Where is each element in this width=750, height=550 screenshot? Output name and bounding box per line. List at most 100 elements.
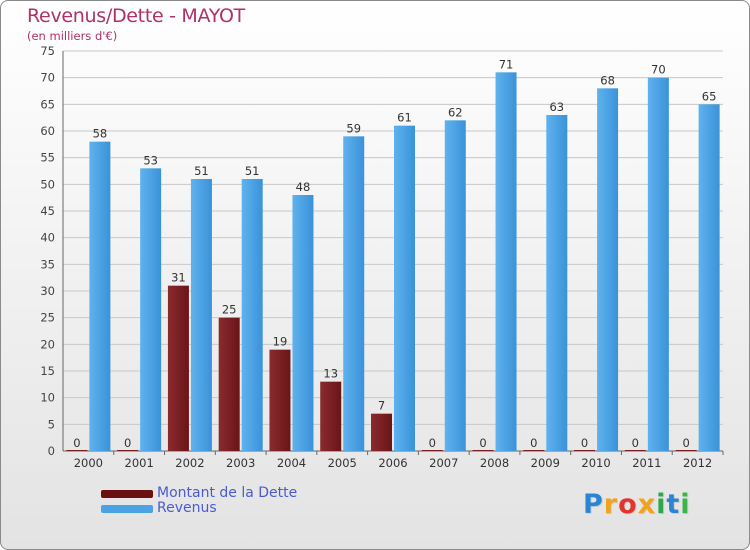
bar-dette (320, 381, 342, 451)
bar-dette (371, 413, 392, 451)
x-tick-label: 2005 (328, 456, 357, 470)
x-tick-label: 2001 (125, 456, 154, 470)
bar-dette (269, 349, 291, 451)
data-label-revenus: 51 (245, 164, 260, 178)
data-label-dette: 31 (171, 271, 186, 285)
y-tick-label: 60 (40, 124, 55, 138)
bar-dette (472, 450, 494, 451)
y-tick-label: 0 (48, 444, 55, 458)
legend-swatch-revenus (101, 505, 153, 513)
data-label-revenus: 68 (600, 73, 615, 87)
y-tick-label: 45 (40, 204, 55, 218)
y-tick-label: 25 (40, 311, 55, 325)
bar-revenus (190, 179, 212, 451)
data-label-dette: 13 (323, 367, 338, 381)
data-label-dette: 0 (73, 436, 80, 450)
x-tick-label: 2006 (378, 456, 407, 470)
bar-revenus (495, 72, 517, 451)
x-tick-label: 2003 (226, 456, 255, 470)
data-label-dette: 0 (581, 436, 588, 450)
y-tick-label: 55 (40, 151, 55, 165)
bar-revenus (292, 195, 314, 451)
logo-letter: x (637, 489, 657, 520)
x-tick-label: 2012 (683, 456, 712, 470)
y-tick-label: 40 (40, 231, 55, 245)
data-label-revenus: 51 (194, 164, 209, 178)
x-tick-label: 2010 (581, 456, 610, 470)
bar-dette (218, 317, 240, 451)
legend-item-revenus: Revenus (101, 500, 361, 517)
bar-dette (523, 450, 545, 451)
data-label-revenus: 70 (651, 63, 666, 77)
bar-dette (675, 450, 697, 451)
legend-label-revenus: Revenus (157, 500, 217, 516)
data-label-revenus: 65 (702, 89, 717, 103)
data-label-dette: 7 (378, 399, 385, 413)
bar-dette (167, 285, 189, 451)
data-label-dette: 25 (222, 303, 237, 317)
data-label-revenus: 62 (448, 105, 463, 119)
data-label-revenus: 71 (499, 57, 514, 71)
data-label-dette: 0 (682, 436, 689, 450)
logo-letter: i (680, 489, 691, 520)
chart-title: Revenus/Dette - MAYOT (27, 5, 245, 27)
bar-dette (574, 450, 596, 451)
y-tick-label: 5 (48, 417, 55, 431)
y-tick-label: 35 (40, 257, 55, 271)
bar-dette (117, 450, 139, 451)
bar-revenus (444, 120, 466, 451)
data-label-revenus: 61 (397, 111, 412, 125)
bar-revenus (343, 136, 365, 452)
x-tick-label: 2011 (632, 456, 661, 470)
data-label-revenus: 63 (549, 100, 564, 114)
bar-revenus (597, 88, 619, 451)
logo-letter: t (666, 489, 681, 520)
logo-letter: o (618, 489, 638, 520)
y-tick-label: 50 (40, 177, 55, 191)
data-label-revenus: 53 (143, 153, 158, 167)
data-label-dette: 0 (632, 436, 639, 450)
data-label-revenus: 59 (346, 121, 361, 135)
bar-dette (66, 450, 88, 451)
bar-revenus (140, 168, 162, 452)
x-tick-label: 2002 (175, 456, 204, 470)
bar-revenus (698, 104, 720, 451)
data-label-dette: 0 (429, 436, 436, 450)
y-tick-label: 75 (40, 44, 55, 58)
logo-letter: r (603, 489, 619, 520)
data-label-dette: 0 (124, 436, 131, 450)
legend-label-debt: Montant de la Dette (157, 485, 298, 501)
y-tick-label: 20 (40, 337, 55, 351)
y-tick-label: 30 (40, 284, 55, 298)
data-label-revenus: 58 (93, 127, 108, 141)
y-tick-label: 15 (40, 364, 55, 378)
proxiti-logo: Proxiti (583, 489, 691, 520)
x-tick-label: 2007 (429, 456, 458, 470)
bar-revenus (647, 77, 669, 452)
legend: Montant de la Dette Revenus (101, 485, 361, 517)
bar-revenus (546, 115, 568, 451)
x-tick-label: 2000 (74, 456, 103, 470)
x-tick-label: 2004 (277, 456, 306, 470)
bar-dette (624, 450, 646, 451)
data-label-dette: 0 (479, 436, 486, 450)
y-tick-label: 70 (40, 71, 55, 85)
y-tick-label: 65 (40, 97, 55, 111)
x-tick-label: 2009 (531, 456, 560, 470)
bar-revenus (241, 179, 263, 451)
data-label-dette: 19 (273, 335, 288, 349)
bar-dette (421, 450, 443, 451)
chart-subtitle: (en milliers d'€) (27, 29, 118, 43)
data-label-dette: 0 (530, 436, 537, 450)
legend-swatch-debt (101, 490, 153, 498)
logo-letter: P (583, 489, 604, 520)
x-tick-label: 2008 (480, 456, 509, 470)
data-label-revenus: 48 (296, 180, 311, 194)
logo-letter: i (656, 489, 667, 520)
y-tick-label: 10 (40, 391, 55, 405)
legend-item-debt: Montant de la Dette (101, 485, 361, 502)
bar-revenus (89, 141, 111, 451)
bar-revenus (394, 125, 415, 452)
